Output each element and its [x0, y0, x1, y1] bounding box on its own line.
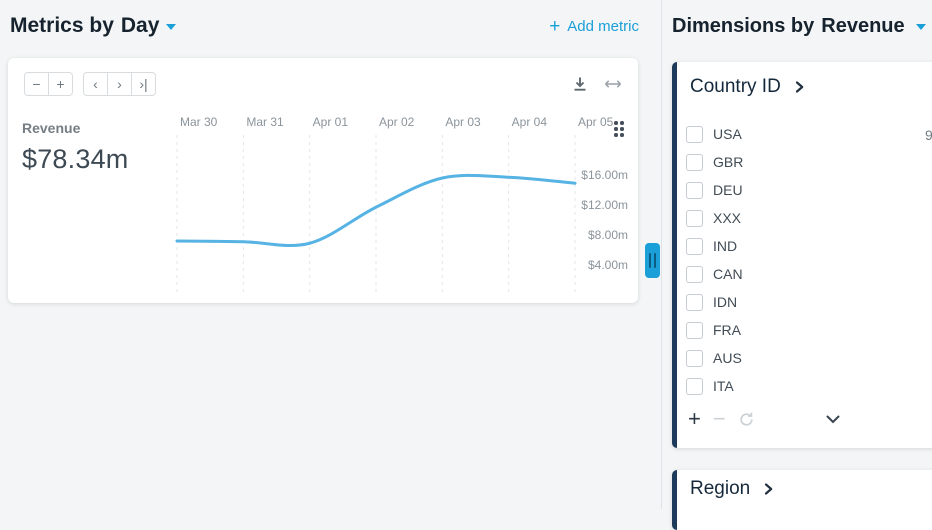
country-row[interactable]: ITA [686, 372, 932, 400]
card-accent-bar [672, 62, 677, 448]
checkbox-unchecked[interactable] [686, 181, 703, 199]
dimensions-header: Dimensions by Revenue [662, 0, 932, 52]
refresh-icon[interactable] [738, 411, 755, 428]
country-label: CAN [713, 266, 743, 282]
dimensions-panel: Dimensions by Revenue Country ID USA GBR D… [662, 0, 932, 530]
checkbox-unchecked[interactable] [686, 237, 703, 255]
country-list-toolbar: + − [688, 406, 932, 432]
country-id-title: Country ID [690, 76, 781, 97]
country-label: IDN [713, 294, 738, 310]
checkbox-unchecked[interactable] [686, 377, 703, 395]
metric-value: $78.34m [22, 144, 129, 174]
country-row[interactable]: XXX [686, 204, 932, 232]
pan-to-end-button[interactable]: ›| [131, 73, 155, 95]
checkbox-unchecked[interactable] [686, 125, 703, 143]
zoom-in-button[interactable]: + [48, 73, 72, 95]
clipped-value-fragment: 9 [925, 127, 932, 143]
country-checkbox-list: USA GBR DEU XXX IND CAN IDN FRA AUS ITA [686, 120, 932, 400]
card-accent-bar [672, 470, 677, 530]
dimensions-title-prefix: Dimensions by [672, 14, 815, 37]
country-label: XXX [713, 210, 742, 226]
country-row[interactable]: IND [686, 232, 932, 260]
country-id-card: Country ID USA GBR DEU XXX IND CAN IDN FRA AUS IT… [672, 62, 932, 448]
country-label: FRA [713, 322, 741, 338]
pan-controls: ‹ › ›| [83, 72, 156, 96]
revenue-line-chart[interactable] [8, 58, 638, 303]
zoom-out-button[interactable]: − [32, 76, 41, 92]
region-card: Region [672, 470, 932, 530]
chevron-down-icon[interactable] [826, 415, 840, 424]
metrics-by-day-dropdown[interactable]: Metrics by Day [10, 14, 177, 38]
plus-icon: + [549, 15, 561, 37]
horizontal-resize-icon[interactable] [604, 78, 622, 90]
checkbox-unchecked[interactable] [686, 153, 703, 171]
country-row[interactable]: FRA [686, 316, 932, 344]
pan-right-button[interactable]: › [107, 73, 131, 95]
metric-label: Revenue [22, 120, 81, 136]
country-label: ITA [713, 378, 734, 394]
zoom-controls: − + [24, 72, 73, 96]
add-value-button[interactable]: + [688, 406, 701, 431]
country-row[interactable]: IDN [686, 288, 932, 316]
checkbox-unchecked[interactable] [686, 321, 703, 339]
country-label: GBR [713, 154, 744, 170]
panel-divider [661, 0, 662, 509]
metric-summary: Revenue $78.34m [22, 120, 128, 175]
add-metric-label: Add metric [567, 17, 639, 35]
country-row[interactable]: AUS [686, 344, 932, 372]
chevron-down-icon[interactable] [166, 24, 177, 30]
revenue-chart-card: − + ‹ › ›| [8, 58, 638, 303]
metrics-header: Metrics by Day + Add metric [0, 0, 661, 52]
country-row[interactable]: CAN [686, 260, 932, 288]
country-row[interactable]: DEU [686, 176, 932, 204]
chevron-down-icon[interactable] [916, 24, 926, 30]
pan-left-button[interactable]: ‹ [93, 76, 98, 92]
chart-toolbar: − + ‹ › ›| [24, 72, 622, 96]
metrics-panel: Metrics by Day + Add metric − + ‹ › ›| [0, 0, 661, 303]
region-title: Region [690, 478, 751, 499]
checkbox-unchecked[interactable] [686, 349, 703, 367]
chevron-right-icon[interactable] [762, 482, 775, 496]
dimensions-metric-selector[interactable]: Revenue [821, 14, 905, 37]
metrics-title-prefix: Metrics by [10, 14, 114, 37]
country-label: DEU [713, 182, 743, 198]
chart-toolbar-right [572, 76, 622, 92]
country-label: IND [713, 238, 738, 254]
chevron-right-icon[interactable] [793, 80, 806, 94]
drag-grid-icon[interactable] [614, 121, 624, 137]
panel-resize-handle[interactable] [645, 243, 660, 278]
remove-value-button[interactable]: − [712, 406, 726, 431]
checkbox-unchecked[interactable] [686, 209, 703, 227]
add-metric-button[interactable]: + Add metric [549, 17, 639, 36]
country-label: AUS [713, 350, 742, 366]
download-icon[interactable] [572, 76, 588, 92]
country-id-header[interactable]: Country ID [690, 76, 806, 98]
dimensions-by-dropdown[interactable]: Dimensions by Revenue [672, 15, 905, 38]
checkbox-unchecked[interactable] [686, 293, 703, 311]
country-label: USA [713, 126, 742, 142]
country-row[interactable]: GBR [686, 148, 932, 176]
region-header[interactable]: Region [690, 478, 775, 500]
country-row[interactable]: USA [686, 120, 932, 148]
metrics-grouping-selector[interactable]: Day [120, 14, 160, 37]
checkbox-unchecked[interactable] [686, 265, 703, 283]
